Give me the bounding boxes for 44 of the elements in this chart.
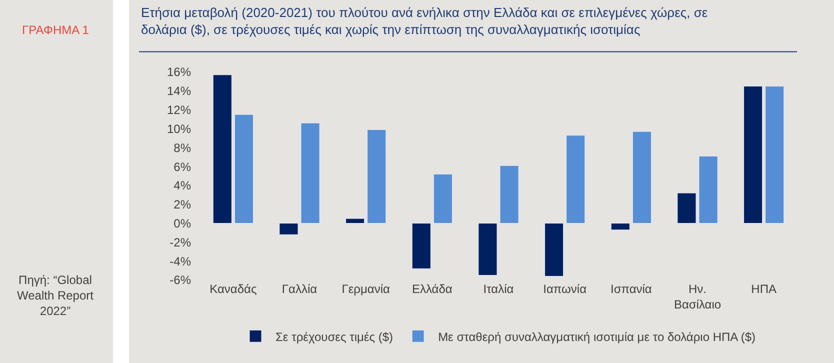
y-tick-label: -4% [170, 254, 192, 268]
y-tick-label: 16% [166, 65, 192, 80]
bar [500, 165, 519, 224]
bar [433, 174, 452, 224]
bar [367, 129, 386, 224]
y-tick-label: 14% [166, 84, 192, 98]
bar [677, 192, 696, 224]
x-tick-label: ΗΠΑ [751, 282, 776, 296]
bar [412, 223, 431, 269]
x-tick-label: Ιταλία [483, 282, 514, 296]
bar [544, 223, 564, 276]
bar [610, 223, 630, 230]
x-tick-label: Ιαπωνία [543, 282, 587, 296]
bar [632, 131, 652, 224]
y-tick-label: 2% [174, 198, 192, 212]
y-tick-label: 10% [166, 122, 192, 136]
bar [279, 223, 298, 235]
bar [566, 135, 586, 224]
text: Πηγή: “Global Wealth Report 2022” [17, 273, 94, 318]
y-tick-label: 4% [174, 178, 192, 193]
bar [698, 156, 718, 224]
x-tick-label: Γαλλία [282, 282, 318, 296]
bar [234, 114, 254, 224]
bar [212, 74, 232, 224]
y-tick-label: 12% [166, 103, 192, 118]
x-tick-label: Ισπανία [610, 282, 652, 296]
bar [478, 223, 498, 276]
text: ΓΡΑΦΗΜΑ 1 [22, 23, 90, 37]
bar [300, 122, 320, 224]
y-tick-label: 8% [174, 140, 192, 155]
legend-label: Με σταθερή συναλλαγματική ισοτιμία με το δολάριο ΗΠΑ ($) [438, 330, 756, 344]
x-tick-label: Καναδάς [210, 282, 257, 296]
x-tick-label: Γερμανία [342, 282, 390, 296]
chart-title: Ετήσια μεταβολή (2020-2021) του πλούτου ανά ενήλικα στην Ελλάδα και σε επιλεγμένες χώρες, σε δολάρια ($), σε τρέχουσες τιμές και χωρίς την επίπτωση της συναλλαγματικής ισοτιμίας [141, 5, 708, 37]
y-tick-label: -6% [170, 273, 192, 288]
bar [744, 86, 763, 224]
y-tick-label: 0% [174, 216, 192, 230]
bar [346, 218, 365, 224]
x-tick-label: Ελλάδα [412, 282, 452, 296]
x-tick-label: Ην. Βασίλαιο [674, 282, 722, 312]
legend-label: Σε τρέχουσες τιμές ($) [276, 330, 394, 344]
bar [765, 86, 784, 224]
y-tick-label: -2% [170, 235, 192, 250]
y-tick-label: 6% [174, 160, 192, 174]
